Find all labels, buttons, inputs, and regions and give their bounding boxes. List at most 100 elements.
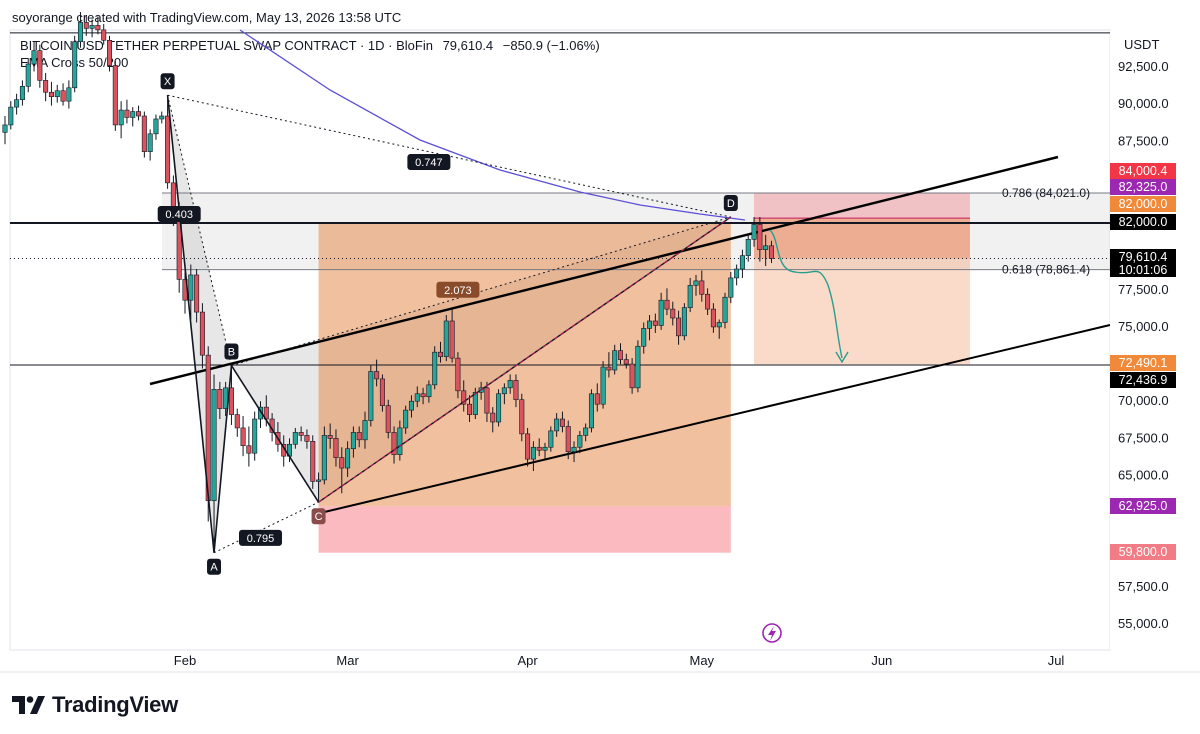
candle-body xyxy=(728,277,734,298)
candle-body xyxy=(77,22,83,43)
candle-body xyxy=(501,387,507,395)
candle-body xyxy=(397,427,403,455)
pattern-point-badge xyxy=(723,195,738,212)
y-tick-label: 57,500.0 xyxy=(1118,579,1169,594)
candle-body xyxy=(147,133,153,152)
candle-body xyxy=(304,435,310,442)
price-badge-label: 59,800.0 xyxy=(1119,545,1168,559)
x-tick-label: Jun xyxy=(871,653,892,668)
candle-body xyxy=(647,320,653,329)
y-tick-label: 55,000.0 xyxy=(1118,616,1169,631)
symbol-name[interactable]: BITCOIN/USD TETHER PERPETUAL SWAP CONTRA… xyxy=(20,38,433,53)
x-tick-label: Mar xyxy=(336,653,359,668)
price-badge-label: 72,436.9 xyxy=(1119,373,1168,387)
candle-body xyxy=(316,479,322,482)
leg-xb-dotted xyxy=(167,95,232,366)
ratio-label: 0.747 xyxy=(415,157,443,169)
candle-body xyxy=(37,50,43,81)
candle-body xyxy=(217,389,223,409)
price-badge xyxy=(1110,196,1176,212)
fib-level-label: 0.618 (78,861.4) xyxy=(1002,263,1090,277)
candle-body xyxy=(739,255,745,270)
forecast-path xyxy=(769,229,843,359)
candle-body xyxy=(722,296,728,323)
candle-body xyxy=(681,307,687,337)
tradingview-logo-icon xyxy=(12,696,45,714)
candle-body xyxy=(559,418,565,427)
candle-body xyxy=(554,418,560,432)
price-badge xyxy=(1110,372,1176,388)
candle-body xyxy=(362,420,368,441)
candle-body xyxy=(54,90,60,98)
candle-body xyxy=(437,351,443,357)
channel-upper-line xyxy=(149,155,1059,386)
brand-name: TradingView xyxy=(52,692,178,717)
y-tick-label: 70,000.0 xyxy=(1118,393,1169,408)
y-tick-label: 67,500.0 xyxy=(1118,430,1169,445)
brand-logo[interactable]: TradingView xyxy=(12,690,178,720)
candle-body xyxy=(321,435,327,481)
candle-body xyxy=(60,90,66,102)
y-tick-label: 87,500.0 xyxy=(1118,133,1169,148)
y-tick-label: 77,500.0 xyxy=(1118,282,1169,297)
pattern-point-badge xyxy=(160,73,175,90)
leg-ac-dotted xyxy=(213,501,319,554)
ratio-badge xyxy=(238,529,282,546)
leg-cd xyxy=(318,216,732,503)
candle-body xyxy=(449,320,455,359)
candle-body xyxy=(513,380,519,401)
candle-body xyxy=(310,441,316,482)
candle-body xyxy=(635,345,641,389)
candle-body xyxy=(339,457,345,469)
candle-body xyxy=(292,432,298,445)
x-tick-label: Jul xyxy=(1048,653,1065,668)
candle-body xyxy=(472,391,478,415)
candle-body xyxy=(83,22,89,29)
price-badge-label: 62,925.0 xyxy=(1119,499,1168,513)
ratio-badge xyxy=(157,206,201,223)
short-target-zone xyxy=(754,258,970,365)
forecast-arrowhead xyxy=(835,351,849,364)
candle-body xyxy=(72,41,78,89)
candle-body xyxy=(687,285,693,308)
pattern-point-badge xyxy=(224,343,239,360)
price-badge-label: 82,000.0 xyxy=(1119,215,1168,229)
candle-body xyxy=(629,363,635,389)
price-badge-label: 72,490.1 xyxy=(1119,356,1168,370)
candle-body xyxy=(374,371,380,380)
candle-body xyxy=(252,418,258,454)
x-tick-label: Feb xyxy=(174,653,196,668)
candle-body xyxy=(19,86,25,100)
projection-stop-zone xyxy=(318,506,731,553)
candle-body xyxy=(443,320,449,357)
candle-body xyxy=(426,384,432,398)
candle-body xyxy=(165,115,171,184)
y-tick-label: 65,000.0 xyxy=(1118,467,1169,482)
x-tick-label: May xyxy=(690,653,715,668)
leg-bd-dotted xyxy=(231,216,731,367)
candle-body xyxy=(432,351,438,386)
candle-body xyxy=(199,311,205,356)
candle-body xyxy=(211,389,217,502)
price-change: −850.9 (−1.06%) xyxy=(502,38,600,53)
candle-body xyxy=(600,366,606,405)
leg-xa xyxy=(166,95,215,553)
candle-body xyxy=(188,274,194,301)
ratio-label: 0.795 xyxy=(247,533,275,545)
candle-body xyxy=(705,293,711,310)
price-badge xyxy=(1110,163,1176,179)
candle-body xyxy=(391,432,397,455)
candle-body xyxy=(403,409,409,429)
candle-body xyxy=(66,87,72,102)
channel-lower-line xyxy=(315,324,1111,515)
candle-body xyxy=(118,109,124,126)
candle-body xyxy=(612,350,618,371)
price-badge xyxy=(1110,544,1176,560)
leg-bc xyxy=(230,365,320,503)
y-tick-label: 92,500.0 xyxy=(1118,59,1169,74)
pattern-point-badge xyxy=(311,508,326,525)
candle-body xyxy=(298,432,304,436)
candle-body xyxy=(48,91,54,98)
ratio-badge xyxy=(436,281,480,298)
